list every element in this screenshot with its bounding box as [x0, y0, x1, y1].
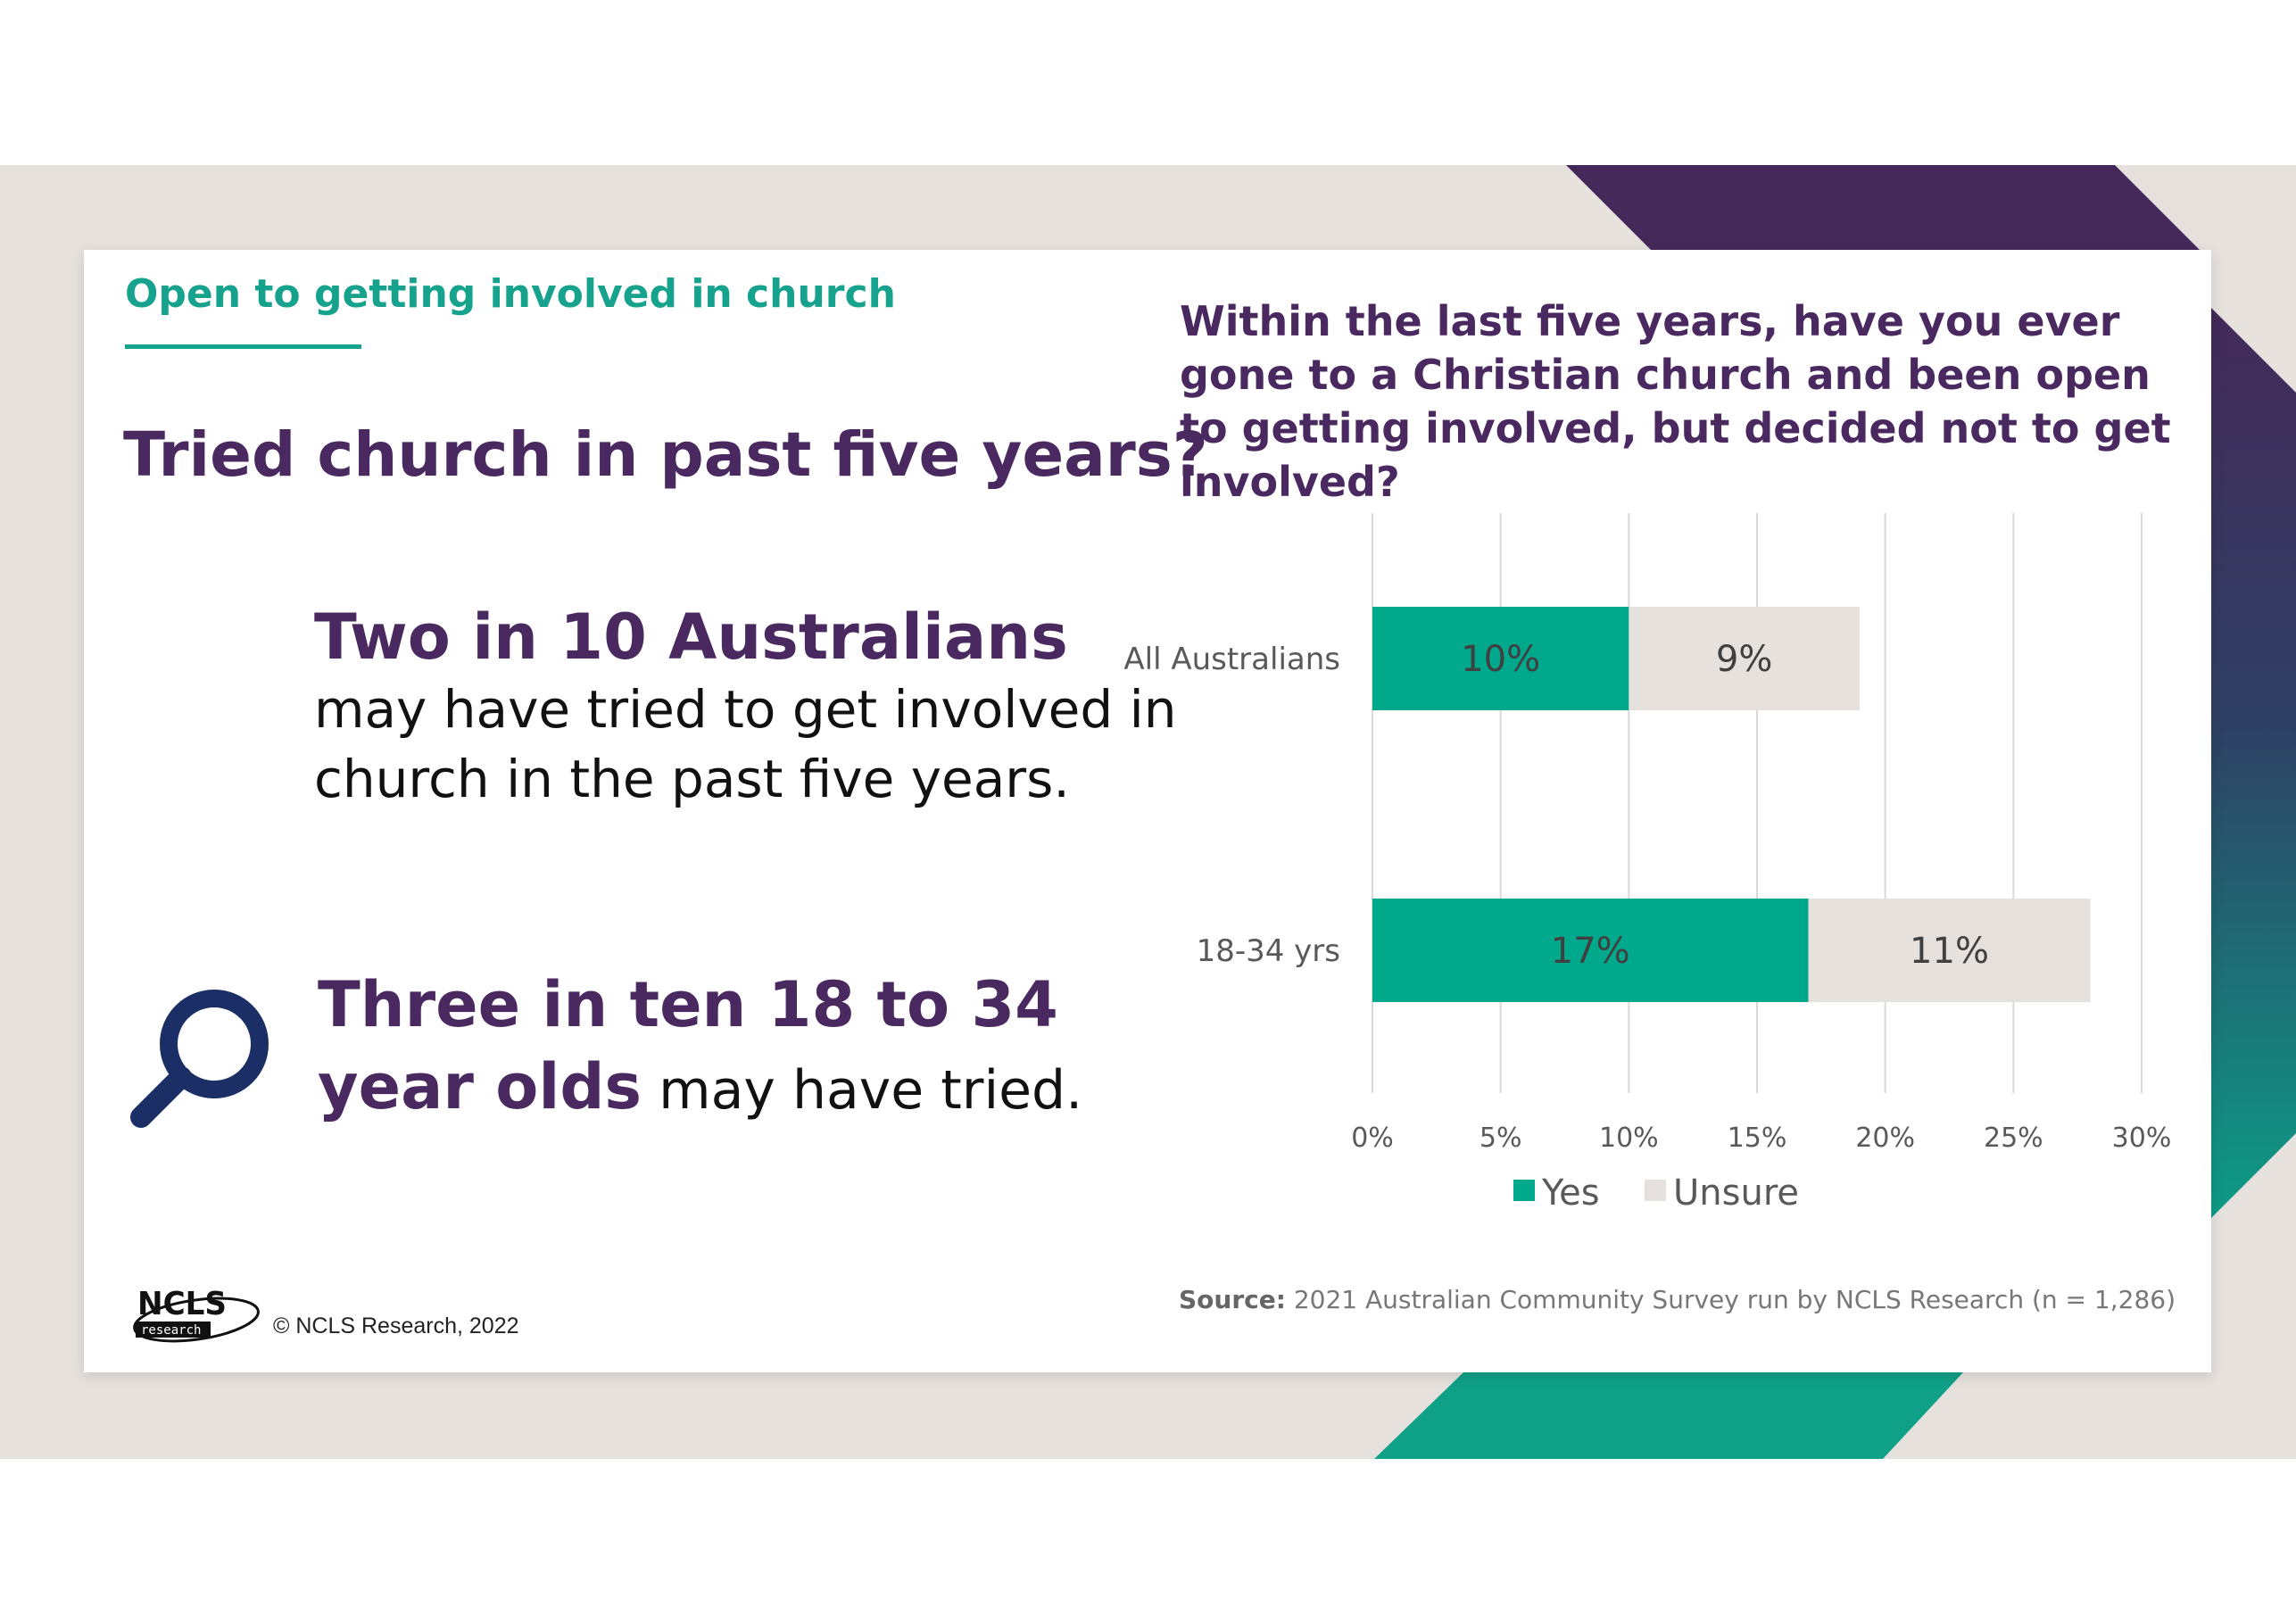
- decorative-shapes: [1374, 165, 2296, 1459]
- category-label: All Australians: [1123, 642, 1340, 677]
- x-tick-label: 30%: [2112, 1123, 2172, 1154]
- stat1-description: may have tried to get involved in church…: [314, 679, 1177, 809]
- data-label: 10%: [1461, 639, 1540, 680]
- x-tick-label: 0%: [1351, 1123, 1394, 1154]
- source-note: Source: 2021 Australian Community Survey…: [1179, 1285, 2176, 1314]
- stat2-description: may have tried.: [642, 1059, 1083, 1122]
- data-label: 9%: [1716, 639, 1772, 680]
- top-purple-stripe: [1566, 165, 2204, 254]
- bottom-teal-stripe: [1374, 1372, 1963, 1459]
- bar-yes: [1372, 607, 1629, 710]
- x-tick-label: 5%: [1480, 1123, 1522, 1154]
- data-label: 17%: [1551, 931, 1630, 972]
- stat-block-young-adults: Three in ten 18 to 34 year olds may have…: [318, 964, 1210, 1131]
- x-tick-label: 10%: [1599, 1123, 1659, 1154]
- legend-swatch-unsure: [1645, 1180, 1666, 1201]
- chart-title: Within the last five years, have you eve…: [1180, 297, 2171, 506]
- legend-swatch-yes: [1513, 1180, 1535, 1201]
- ncls-logo: NCLS research: [133, 1286, 260, 1343]
- category-label: 18-34 yrs: [1197, 933, 1340, 969]
- stat-block-all-australians: Two in 10 Australians may have tried to …: [314, 600, 1206, 814]
- stat2-highlight-line1: Three in ten 18 to 34: [318, 968, 1058, 1041]
- page-title: Tried church in past five years?: [123, 419, 1208, 491]
- stacked-bar-chart: 0% 5% 10% 15% 20% 25% 30% All Australians 10% 9% 1…: [1123, 513, 2172, 1214]
- data-label: 11%: [1910, 931, 1989, 972]
- section-tag: Open to getting involved in church: [125, 271, 896, 317]
- source-label: Source:: [1178, 1285, 1286, 1314]
- stat1-highlight: Two in 10 Australians: [314, 601, 1068, 674]
- legend-label-unsure: Unsure: [1673, 1172, 1799, 1214]
- bar-yes: [1372, 899, 1809, 1002]
- stat2-highlight-line2: year olds: [318, 1050, 642, 1123]
- content-card: Open to getting involved in church Tried…: [84, 250, 2211, 1372]
- source-text: 2021 Australian Community Survey run by …: [1285, 1285, 2176, 1314]
- x-tick-label: 15%: [1728, 1123, 1787, 1154]
- x-tick-label: 20%: [1855, 1123, 1915, 1154]
- bar-unsure: [1629, 607, 1860, 710]
- bar-unsure: [1808, 899, 2091, 1002]
- x-tick-label: 25%: [1984, 1123, 2043, 1154]
- legend-label-yes: Yes: [1541, 1172, 1600, 1214]
- magnifying-glass-icon: [130, 990, 269, 1128]
- section-tag-underline: [125, 344, 361, 349]
- right-gradient-stripe: [2211, 308, 2296, 1218]
- copyright-note: © NCLS Research, 2022: [273, 1313, 519, 1338]
- svg-text:NCLS: NCLS: [137, 1286, 227, 1322]
- svg-text:research: research: [141, 1323, 201, 1338]
